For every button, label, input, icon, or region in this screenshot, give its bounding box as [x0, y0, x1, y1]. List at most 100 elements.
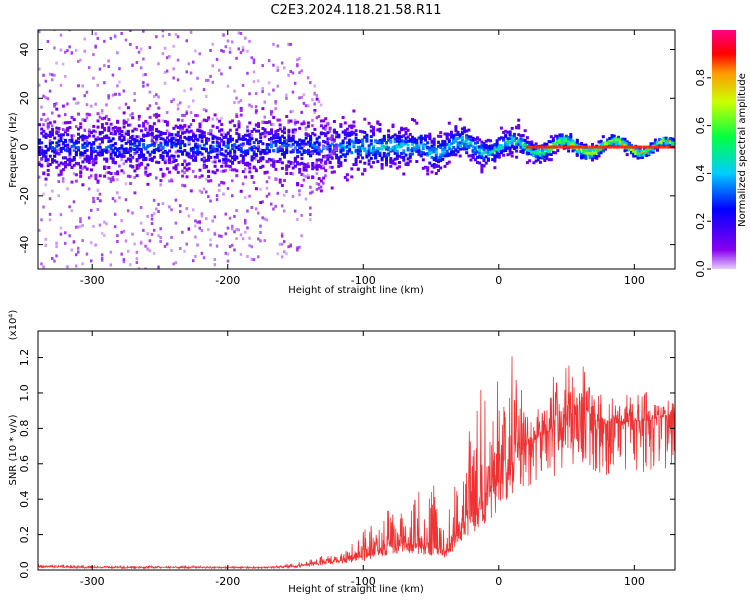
- heatmap-cell: [319, 189, 323, 193]
- heatmap-cell: [124, 129, 128, 133]
- heatmap-cell: [567, 137, 571, 141]
- heatmap-cell: [261, 216, 264, 220]
- heatmap-cell: [458, 134, 462, 138]
- heatmap-cell: [640, 153, 644, 157]
- heatmap-cell: [404, 153, 408, 157]
- heatmap-cell: [213, 160, 217, 164]
- heatmap-cell: [506, 130, 510, 134]
- heatmap-cell: [98, 199, 102, 203]
- heatmap-cell: [64, 144, 67, 148]
- heatmap-cell: [74, 152, 78, 156]
- heatmap-cell: [293, 147, 297, 150]
- heatmap-cell: [205, 177, 208, 181]
- heatmap-cell: [81, 153, 85, 157]
- heatmap-cell: [74, 151, 78, 155]
- heatmap-cell: [165, 143, 169, 147]
- heatmap-cell: [207, 132, 210, 135]
- heatmap-cell: [354, 136, 358, 140]
- heatmap-cell: [248, 39, 251, 43]
- heatmap-cell: [246, 209, 249, 213]
- heatmap-cell: [426, 168, 430, 172]
- heatmap-cell: [189, 156, 193, 160]
- heatmap-cell: [480, 165, 484, 169]
- heatmap-cell: [330, 142, 334, 146]
- heatmap-cell: [248, 244, 251, 248]
- heatmap-cell: [543, 142, 547, 146]
- heatmap-cell: [391, 146, 395, 149]
- heatmap-cell: [651, 150, 655, 154]
- heatmap-cell: [211, 145, 215, 149]
- heatmap-cell: [74, 139, 78, 143]
- snr-x-axis-label: Height of straight line (km): [288, 584, 424, 595]
- heatmap-cell: [656, 140, 659, 144]
- heatmap-cell: [309, 135, 313, 138]
- heatmap-cell: [83, 37, 86, 41]
- heatmap-cell: [168, 179, 171, 183]
- heatmap-cell: [172, 157, 175, 161]
- heatmap-cell: [554, 134, 558, 138]
- heatmap-cell: [554, 144, 558, 148]
- heatmap-cell: [200, 147, 204, 150]
- heatmap-cell: [443, 145, 447, 149]
- heatmap-cell: [508, 137, 512, 141]
- heatmap-cell: [194, 154, 197, 158]
- heatmap-cell: [59, 133, 63, 137]
- heatmap-cell: [640, 151, 644, 155]
- heatmap-cell: [231, 168, 234, 172]
- heatmap-cell: [254, 154, 258, 158]
- heatmap-cell: [48, 163, 52, 166]
- heatmap-cell: [322, 126, 326, 130]
- heatmap-cell: [304, 104, 308, 108]
- heatmap-cell: [124, 239, 128, 243]
- heatmap-cell: [120, 149, 123, 153]
- heatmap-cell: [673, 138, 675, 142]
- heatmap-cell: [324, 140, 328, 144]
- heatmap-cell: [671, 143, 675, 147]
- heatmap-cell: [283, 155, 286, 159]
- heatmap-cell: [38, 150, 41, 154]
- heatmap-cell: [276, 147, 280, 151]
- heatmap-cell: [252, 80, 256, 84]
- heatmap-cell: [105, 158, 109, 162]
- heatmap-cell: [220, 147, 224, 151]
- heatmap-cell: [547, 140, 551, 144]
- heatmap-cell: [610, 140, 614, 144]
- heatmap-cell: [506, 137, 510, 141]
- heatmap-cell: [192, 146, 195, 150]
- heatmap-cell: [421, 158, 425, 162]
- heatmap-cell: [530, 150, 534, 154]
- heatmap-cell: [61, 142, 65, 146]
- heatmap-cell: [452, 134, 456, 138]
- heatmap-cell: [38, 138, 41, 142]
- heatmap-cell: [300, 184, 304, 188]
- heatmap-cell: [46, 168, 50, 172]
- heatmap-cell: [233, 89, 236, 93]
- heatmap-cell: [283, 136, 286, 140]
- heatmap-cell: [374, 150, 378, 154]
- heatmap-cell: [289, 136, 293, 140]
- heatmap-cell: [126, 249, 130, 253]
- heatmap-cell: [239, 189, 243, 193]
- heatmap-cell: [666, 141, 670, 145]
- heatmap-y-tick-label: 40: [18, 43, 31, 57]
- heatmap-cell: [374, 140, 378, 144]
- heatmap-cell: [55, 144, 59, 148]
- heatmap-cell: [87, 141, 91, 145]
- heatmap-cell: [48, 121, 52, 125]
- heatmap-cell: [278, 127, 282, 131]
- heatmap-cell: [72, 147, 76, 151]
- heatmap-cell: [593, 151, 597, 155]
- heatmap-cell: [224, 168, 227, 172]
- heatmap-cell: [157, 62, 160, 66]
- heatmap-cell: [385, 157, 388, 161]
- heatmap-cell: [122, 121, 126, 125]
- heatmap-cell: [218, 234, 221, 238]
- heatmap-cell: [113, 35, 117, 39]
- heatmap-cell: [612, 145, 616, 149]
- heatmap-cell: [57, 127, 61, 130]
- heatmap-cell: [192, 131, 195, 135]
- heatmap-cell: [51, 111, 54, 115]
- heatmap-cell: [432, 163, 436, 166]
- heatmap-cell: [506, 143, 510, 147]
- heatmap-cell: [534, 142, 538, 146]
